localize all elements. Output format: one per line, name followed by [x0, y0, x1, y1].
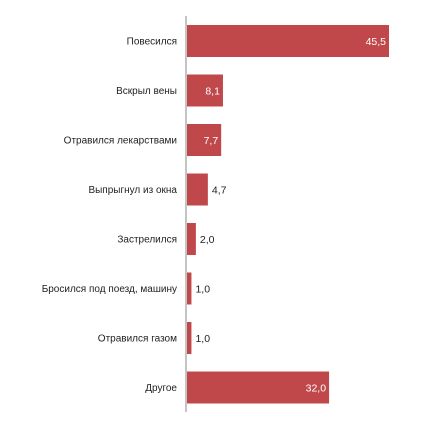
bar-4 [187, 223, 196, 255]
bar-3 [187, 173, 208, 206]
bar-0 [187, 25, 389, 57]
category-label-7: Другое [145, 383, 177, 394]
value-label-0: 45,5 [366, 36, 387, 48]
value-label-1: 8,1 [205, 86, 220, 98]
category-label-2: Отравился лекарствами [64, 136, 177, 147]
category-label-3: Выпрыгнул из окна [88, 185, 177, 196]
bar-2 [187, 124, 222, 156]
bars-group [187, 25, 389, 404]
bar-5 [187, 272, 192, 305]
category-label-0: Повесился [127, 37, 177, 48]
bar-6 [187, 322, 192, 354]
category-labels: Повесился Вскрыл вены Отравился лекарствам… [42, 37, 178, 395]
category-label-1: Вскрыл вены [116, 86, 177, 97]
category-label-5: Бросился под поезд, машину [42, 284, 177, 295]
value-label-3: 4,7 [212, 185, 227, 197]
value-label-2: 7,7 [204, 135, 219, 147]
bar-1 [187, 74, 223, 107]
category-label-4: Застрелился [117, 235, 177, 246]
value-label-7: 32,0 [306, 383, 327, 395]
value-label-6: 1,0 [195, 333, 210, 345]
bar-7 [187, 371, 330, 404]
category-label-6: Отравился газом [98, 334, 177, 345]
value-label-5: 1,0 [195, 284, 210, 296]
value-label-4: 2,0 [200, 234, 215, 246]
value-labels: 45,5 8,1 7,7 4,7 2,0 1,0 1,0 32,0 [195, 36, 386, 395]
